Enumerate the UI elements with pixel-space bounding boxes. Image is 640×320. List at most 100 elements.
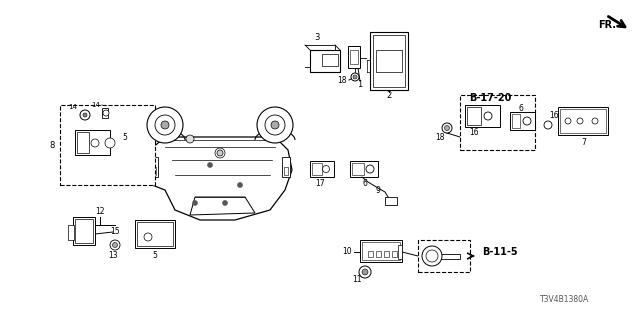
Circle shape	[193, 201, 198, 205]
Circle shape	[565, 118, 571, 124]
Bar	[398, 245, 402, 259]
Circle shape	[223, 201, 227, 205]
Text: 10: 10	[342, 247, 352, 257]
Text: 18: 18	[435, 132, 445, 141]
Circle shape	[207, 163, 212, 167]
Bar	[135, 220, 175, 248]
Circle shape	[161, 121, 169, 129]
Bar	[376, 251, 381, 257]
Circle shape	[442, 123, 452, 133]
Circle shape	[80, 110, 90, 120]
Text: 16: 16	[469, 127, 479, 137]
Text: 5: 5	[123, 132, 127, 141]
Text: T3V4B1380A: T3V4B1380A	[540, 295, 589, 305]
Circle shape	[523, 117, 531, 125]
Bar	[384, 251, 389, 257]
Circle shape	[147, 107, 183, 143]
Circle shape	[592, 118, 598, 124]
Text: 16: 16	[549, 110, 559, 119]
Bar	[350, 50, 358, 64]
Circle shape	[91, 139, 99, 147]
Text: B-17-20: B-17-20	[469, 93, 511, 103]
Circle shape	[257, 107, 293, 143]
Circle shape	[105, 138, 115, 148]
Bar	[460, 95, 535, 150]
Text: 17: 17	[315, 179, 325, 188]
Circle shape	[271, 121, 279, 129]
Bar	[385, 197, 397, 205]
Bar	[75, 130, 110, 155]
Circle shape	[103, 110, 109, 116]
Bar	[282, 157, 290, 177]
Bar	[373, 35, 405, 87]
Bar	[73, 217, 95, 245]
Bar	[467, 107, 481, 125]
Bar	[310, 161, 334, 177]
Bar	[362, 242, 400, 260]
Text: 1: 1	[357, 79, 363, 89]
Text: 11: 11	[352, 276, 362, 284]
Bar	[284, 167, 288, 175]
Text: 7: 7	[582, 138, 586, 147]
Circle shape	[265, 115, 285, 135]
Circle shape	[362, 269, 368, 275]
Bar	[510, 112, 535, 130]
Circle shape	[323, 165, 330, 172]
Bar	[75, 219, 93, 243]
Circle shape	[353, 75, 357, 79]
Bar	[77, 132, 89, 153]
Circle shape	[237, 182, 243, 188]
Circle shape	[445, 125, 449, 131]
Text: 6: 6	[518, 103, 524, 113]
Bar	[348, 46, 360, 68]
Bar	[558, 107, 608, 135]
Circle shape	[366, 165, 374, 173]
Bar	[440, 254, 460, 259]
Bar	[368, 251, 373, 257]
Bar	[352, 163, 364, 175]
Bar	[312, 163, 322, 175]
Text: 14: 14	[91, 102, 100, 108]
Bar	[60, 105, 155, 185]
Text: FR.: FR.	[598, 20, 616, 30]
Text: 12: 12	[95, 207, 105, 217]
Text: 14: 14	[68, 104, 77, 110]
Bar	[360, 240, 402, 262]
Bar	[560, 109, 606, 133]
Text: 8: 8	[50, 140, 55, 149]
Circle shape	[215, 148, 225, 158]
Bar	[68, 225, 74, 240]
Bar	[376, 50, 402, 72]
Circle shape	[186, 135, 194, 143]
Bar	[512, 114, 520, 128]
Circle shape	[83, 113, 87, 117]
Bar	[137, 222, 173, 246]
Bar	[150, 157, 158, 177]
Circle shape	[544, 121, 552, 129]
Circle shape	[217, 150, 223, 156]
Circle shape	[577, 118, 583, 124]
Circle shape	[426, 250, 438, 262]
Bar	[370, 32, 408, 90]
Bar	[310, 50, 340, 72]
Text: 5: 5	[152, 251, 157, 260]
Text: 13: 13	[108, 251, 118, 260]
Text: 9: 9	[376, 186, 380, 195]
Bar	[102, 108, 108, 118]
Circle shape	[484, 112, 492, 120]
Bar	[418, 240, 470, 272]
Text: 3: 3	[314, 33, 320, 42]
Bar	[350, 161, 378, 177]
Circle shape	[359, 266, 371, 278]
Circle shape	[155, 115, 175, 135]
Bar	[152, 167, 156, 175]
Circle shape	[351, 73, 359, 81]
Text: B-11-5: B-11-5	[482, 247, 518, 257]
Circle shape	[110, 240, 120, 250]
Circle shape	[144, 233, 152, 241]
Bar	[465, 105, 500, 127]
Circle shape	[113, 243, 118, 247]
Text: 15: 15	[110, 228, 120, 236]
Bar	[322, 54, 338, 66]
Text: 6: 6	[363, 179, 367, 188]
